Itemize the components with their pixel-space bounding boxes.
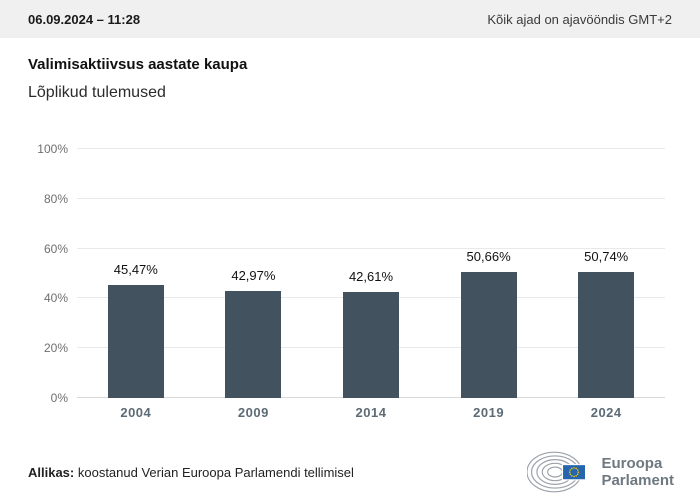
value-label-2024: 50,74% bbox=[584, 248, 629, 264]
y-tick-label-60: 60% bbox=[43, 241, 68, 256]
gridline-60 bbox=[77, 247, 665, 249]
y-tick-label-80: 80% bbox=[43, 191, 68, 206]
bar-2009 bbox=[225, 291, 282, 398]
bar-2004 bbox=[107, 284, 164, 398]
bar-2019 bbox=[460, 271, 517, 398]
value-label-2009: 42,97% bbox=[231, 268, 276, 284]
bar-2014 bbox=[342, 291, 399, 398]
ep-logo-text-line2: Parlament bbox=[601, 472, 674, 489]
timezone-note: Kõik ajad on ajavööndis GMT+2 bbox=[487, 11, 672, 27]
source-line: Allikas: koostanud Verian Euroopa Parlam… bbox=[28, 465, 354, 480]
x-tick-label-2009: 2009 bbox=[237, 405, 269, 420]
source-label: Allikas: bbox=[28, 464, 75, 480]
y-axis-labels: 0% 20% 40% 60% 80% 100% bbox=[20, 142, 68, 405]
plot-area: 45,47% 2004 42,97% 2009 42,61% 2014 50,66% 2019… bbox=[77, 148, 665, 420]
header-bar: 06.09.2024 – 11:28 Kõik ajad on ajavöönd… bbox=[0, 0, 700, 38]
value-label-2019: 50,66% bbox=[466, 248, 511, 264]
bar-2024 bbox=[578, 271, 635, 398]
european-parliament-logo: Euroopa Parlament bbox=[527, 447, 674, 497]
ep-hemicycle-icon bbox=[527, 451, 587, 493]
footer: Allikas: koostanud Verian Euroopa Parlam… bbox=[28, 444, 674, 500]
x-tick-label-2024: 2024 bbox=[590, 405, 622, 420]
ep-logo-text: Euroopa Parlament bbox=[601, 455, 674, 489]
y-tick-label-100: 100% bbox=[37, 142, 68, 156]
bar-group-2019: 50,66% 2019 bbox=[430, 149, 548, 420]
chart-title: Valimisaktiivsus aastate kaupa bbox=[28, 56, 248, 73]
source-text: koostanud Verian Euroopa Parlamendi tell… bbox=[74, 464, 354, 480]
bar-group-2009: 42,97% 2009 bbox=[195, 149, 313, 420]
eu-flag-stars bbox=[569, 467, 580, 478]
y-tick-label-20: 20% bbox=[43, 341, 68, 356]
chart-subtitle: Lõplikud tulemused bbox=[28, 84, 166, 101]
x-tick-label-2019: 2019 bbox=[473, 405, 505, 420]
datetime-label: 06.09.2024 – 11:28 bbox=[28, 11, 141, 27]
y-tick-label-40: 40% bbox=[43, 291, 68, 306]
bar-group-2004: 45,47% 2004 bbox=[77, 149, 195, 420]
eu-flag bbox=[562, 463, 587, 481]
bar-group-2024: 50,74% 2024 bbox=[547, 149, 665, 420]
x-tick-label-2004: 2004 bbox=[120, 405, 152, 420]
value-label-2014: 42,61% bbox=[348, 268, 394, 284]
gridline-100 bbox=[77, 148, 665, 149]
ep-logo-text-line1: Euroopa bbox=[601, 455, 663, 472]
gridline-80 bbox=[77, 197, 665, 199]
x-tick-label-2014: 2014 bbox=[355, 405, 387, 420]
y-tick-label-0: 0% bbox=[50, 391, 68, 405]
bar-group-2014: 42,61% 2014 bbox=[312, 149, 430, 420]
value-label-2004: 45,47% bbox=[113, 261, 158, 277]
